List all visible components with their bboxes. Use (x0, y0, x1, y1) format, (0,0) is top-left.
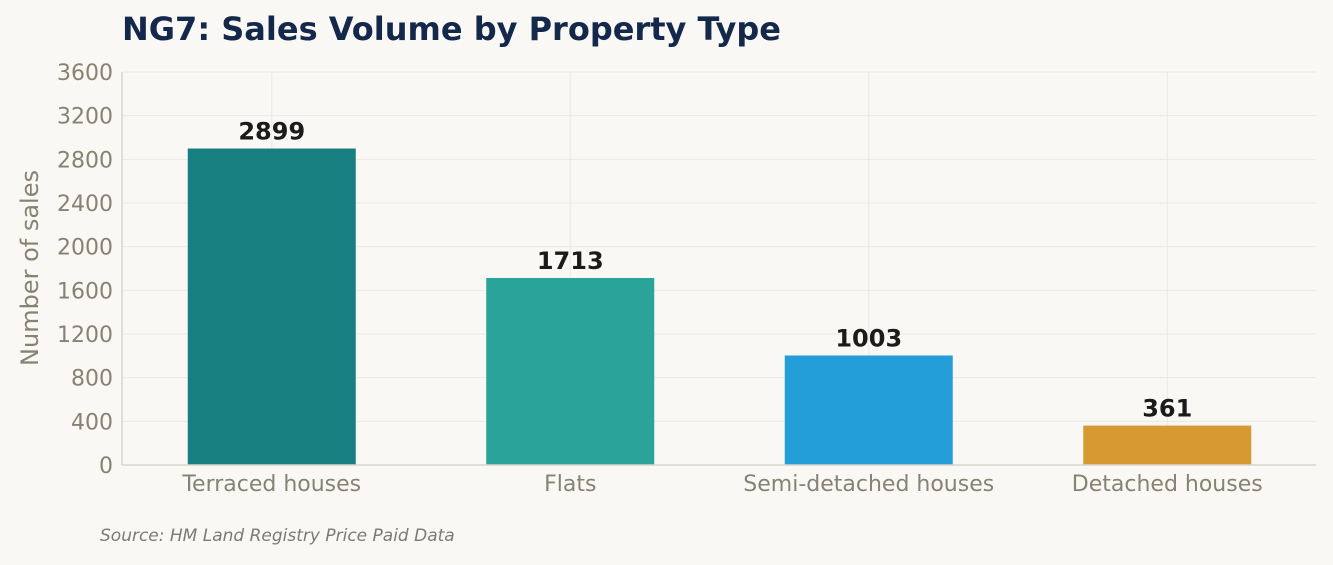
source-note: Source: HM Land Registry Price Paid Data (100, 526, 455, 546)
y-axis-title: Number of sales (16, 170, 44, 366)
y-tick-label: 3200 (57, 105, 113, 130)
y-tick-label: 800 (71, 367, 113, 392)
x-tick-label: Detached houses (1072, 472, 1263, 497)
y-tick-label: 2800 (57, 148, 113, 173)
bar-flats (486, 277, 655, 465)
y-tick-label: 1200 (57, 323, 113, 348)
bar-value-label: 1003 (835, 325, 902, 353)
bar-semi-detached-houses (784, 355, 953, 465)
y-tick-label: 1600 (57, 279, 113, 304)
y-tick-label: 2000 (57, 236, 113, 261)
bar-value-label: 2899 (238, 118, 305, 146)
y-tick-label: 3600 (57, 61, 113, 86)
y-tick-label: 0 (99, 454, 113, 479)
x-tick-label: Terraced houses (181, 472, 361, 497)
bars (187, 148, 1252, 466)
bar-value-label: 1713 (537, 247, 604, 275)
labels: 2899 1713 1003 361 (238, 118, 1192, 423)
bar-value-label: 361 (1142, 395, 1192, 423)
chart-title: NG7: Sales Volume by Property Type (122, 10, 781, 48)
axes: 0 400 800 1200 1600 2000 2400 2800 3200 3600 Terra… (57, 61, 1316, 497)
bar-detached-houses (1083, 425, 1252, 465)
bar-terraced-houses (187, 148, 356, 466)
x-tick-label: Semi-detached houses (743, 472, 994, 497)
y-tick-label: 400 (71, 410, 113, 435)
x-tick-label: Flats (544, 472, 596, 497)
y-tick-label: 2400 (57, 192, 113, 217)
